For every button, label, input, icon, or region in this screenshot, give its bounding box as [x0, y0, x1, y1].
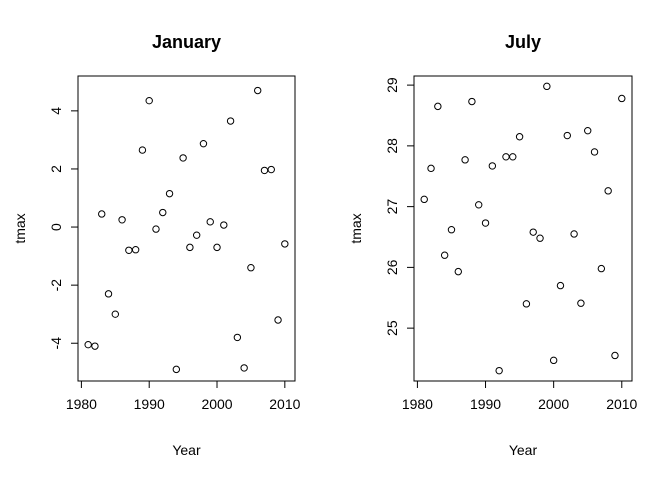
data-point [159, 208, 167, 217]
data-point [584, 126, 592, 135]
data-point [522, 300, 531, 308]
data-point [434, 102, 442, 111]
data-point [220, 221, 228, 229]
data-point [468, 97, 476, 106]
data-point [495, 366, 503, 375]
data-point [104, 290, 113, 298]
x-tick-label: 1990 [134, 396, 165, 412]
x-tick-label: 2010 [606, 396, 637, 412]
data-point [125, 246, 133, 254]
data-point [570, 230, 578, 238]
y-tick-label: -2 [48, 279, 64, 292]
data-point [549, 356, 558, 365]
data-point [556, 281, 565, 290]
data-point [186, 243, 194, 252]
data-point [179, 154, 187, 162]
data-point [138, 146, 147, 154]
y-axis-label: tmax [12, 213, 28, 243]
data-point [152, 225, 160, 233]
y-tick-label: -4 [48, 337, 64, 350]
x-tick-label: 2010 [269, 396, 300, 412]
data-point [577, 299, 585, 307]
plot-frame [77, 75, 296, 382]
data-point [192, 231, 201, 239]
data-point [98, 210, 106, 218]
data-point [461, 156, 469, 164]
data-point [206, 218, 214, 226]
x-tick-label: 2000 [538, 396, 569, 412]
x-axis-label: Year [172, 442, 201, 458]
data-point [213, 243, 221, 252]
data-point [427, 164, 435, 173]
data-point [165, 189, 174, 198]
data-point [254, 86, 262, 95]
chart-title: July [505, 32, 541, 52]
y-tick-label: 27 [384, 199, 400, 215]
data-point [515, 133, 524, 141]
data-point [502, 153, 510, 161]
data-point [543, 82, 551, 91]
data-point [611, 351, 619, 360]
y-tick-label: 26 [384, 259, 400, 275]
x-tick-label: 2000 [201, 396, 232, 412]
panel-july: July 1980 1990 2000 2010 25 26 27 28 29 Year tmax [348, 32, 638, 458]
data-point [597, 264, 606, 273]
data-point [84, 340, 92, 349]
data-point [281, 240, 289, 248]
y-tick-label: 0 [48, 223, 64, 231]
plot-frame [413, 75, 633, 382]
y-tick-label: 2 [48, 165, 64, 173]
x-tick-label: 1990 [470, 396, 501, 412]
data-point [247, 264, 255, 272]
data-point [509, 153, 517, 161]
data-point [145, 96, 153, 105]
data-point [536, 234, 544, 242]
data-point [488, 162, 497, 170]
x-tick-label: 1980 [66, 396, 97, 412]
data-point [454, 267, 462, 276]
data-point [118, 216, 126, 224]
data-point [233, 333, 242, 342]
data-point [475, 201, 483, 209]
x-tick-label: 1980 [402, 396, 433, 412]
y-tick-label: 4 [48, 107, 64, 115]
data-point [91, 342, 99, 350]
chart-title: January [152, 32, 221, 52]
data-point [604, 187, 612, 195]
y-tick-label: 25 [384, 320, 400, 336]
data-point [172, 365, 181, 374]
data-point [274, 316, 282, 324]
y-tick-label: 29 [384, 77, 400, 93]
data-point [563, 131, 571, 140]
data-point [199, 139, 208, 148]
data-point [267, 165, 275, 174]
data-point [240, 364, 248, 372]
data-point [131, 246, 140, 254]
y-axis-label: tmax [348, 213, 364, 243]
panel-january: January 1980 1990 2000 2010 -4 -2 0 2 4 Year tmax [12, 32, 301, 458]
x-axis-label: Year [509, 442, 538, 458]
data-point [111, 310, 119, 318]
data-point [226, 117, 235, 125]
data-point [420, 195, 428, 204]
data-point [260, 166, 269, 175]
data-point [440, 251, 449, 259]
data-point [590, 148, 599, 156]
data-point [529, 228, 537, 236]
data-point [481, 219, 490, 227]
data-point [447, 226, 456, 234]
y-tick-label: 28 [384, 138, 400, 154]
data-point [618, 94, 626, 103]
